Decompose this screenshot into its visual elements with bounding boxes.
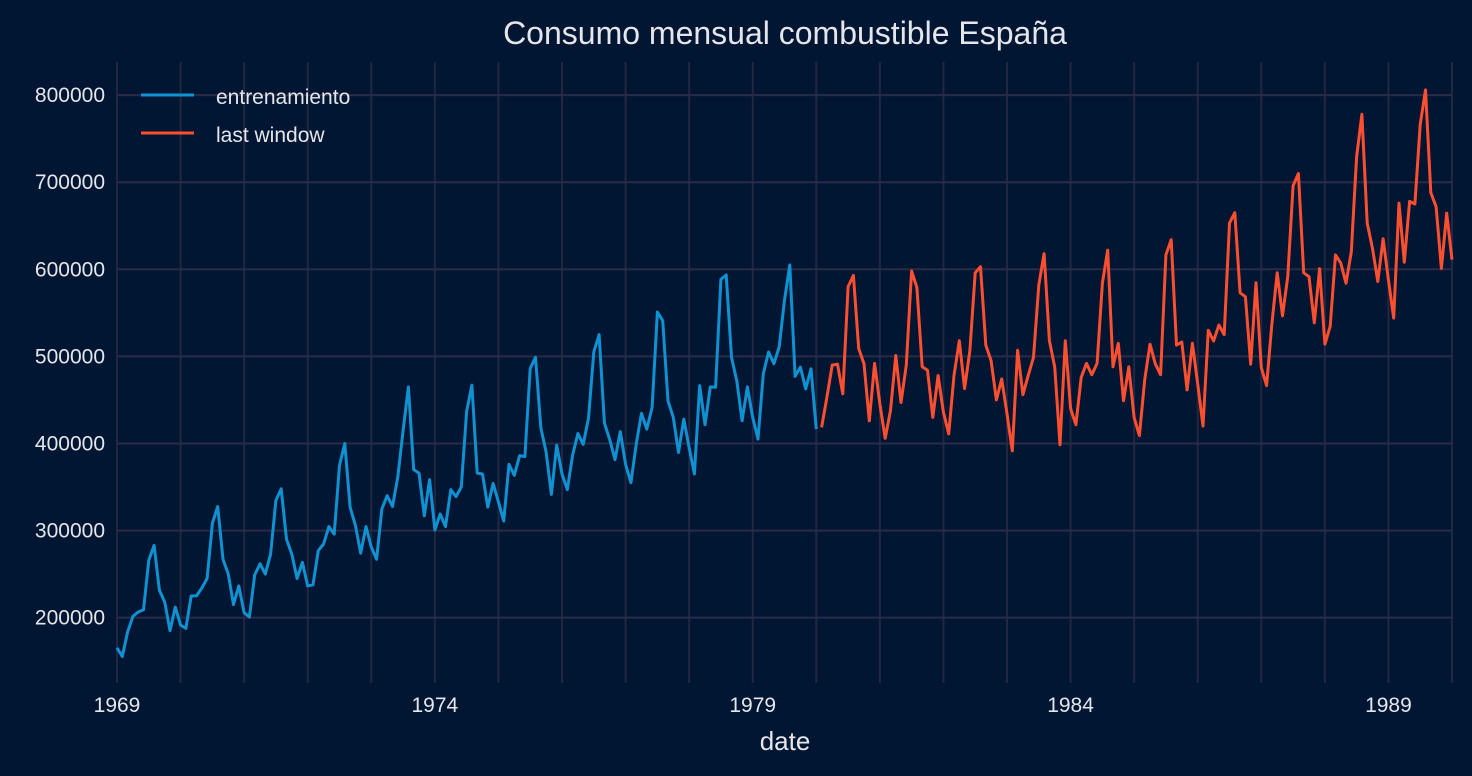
grid — [116, 62, 1453, 683]
y-tick-label: 500000 — [35, 345, 105, 368]
x-tick-label: 1974 — [411, 694, 458, 717]
legend: entrenamiento last window — [141, 86, 350, 147]
x-tick-label: 1969 — [94, 694, 141, 717]
y-tick-label: 300000 — [35, 520, 105, 543]
series-line-last-window — [820, 88, 1454, 453]
legend-label-last-window: last window — [216, 124, 325, 147]
x-tick-label: 1989 — [1365, 694, 1412, 717]
chart-title: Consumo mensual combustible España — [503, 15, 1067, 51]
x-tick-label: 1984 — [1047, 694, 1094, 717]
series-line-entrenamiento — [115, 263, 818, 658]
x-tick-label: 1979 — [729, 694, 776, 717]
y-tick-label: 400000 — [35, 432, 105, 455]
y-tick-label: 200000 — [35, 607, 105, 630]
y-tick-label: 800000 — [35, 84, 105, 107]
legend-label-entrenamiento: entrenamiento — [216, 86, 350, 109]
y-axis: 200000 300000 400000 500000 600000 700000 8000… — [35, 84, 105, 630]
x-axis-label: date — [760, 726, 811, 756]
y-tick-label: 600000 — [35, 258, 105, 281]
y-tick-label: 700000 — [35, 171, 105, 194]
series-layer — [115, 88, 1454, 658]
x-axis: 1969 1974 1979 1984 1989 — [94, 694, 1412, 717]
